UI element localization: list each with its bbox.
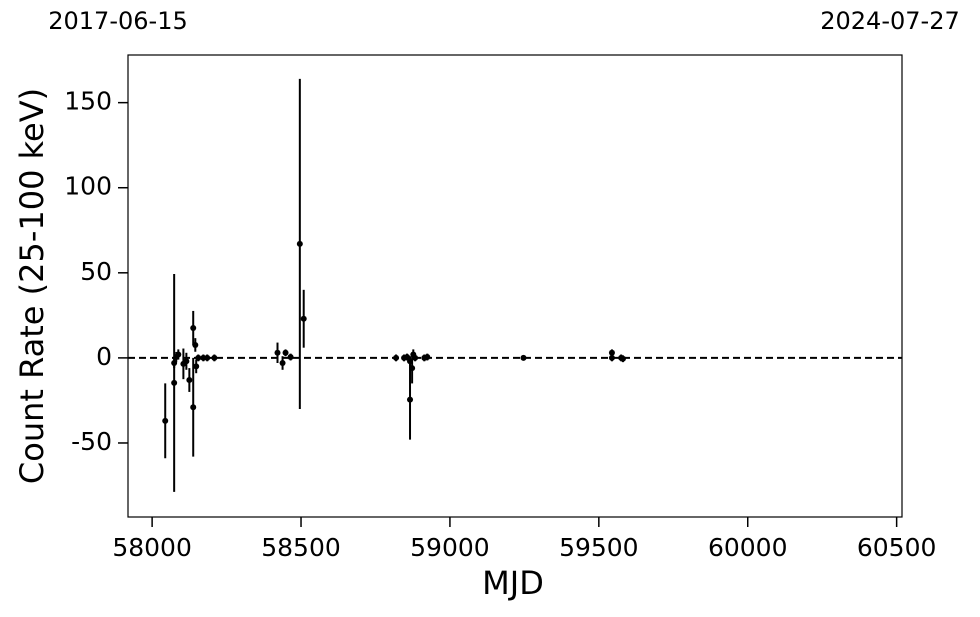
data-point <box>192 341 199 348</box>
data-point <box>274 349 281 356</box>
data-point <box>520 354 527 361</box>
data-point <box>190 404 197 411</box>
data-point <box>608 349 615 356</box>
data-point <box>183 358 190 365</box>
x-tick-label: 59500 <box>559 533 639 562</box>
y-tick-label: 100 <box>64 172 112 201</box>
data-point <box>282 349 289 356</box>
data-point <box>296 240 303 247</box>
x-tick-label: 60500 <box>857 533 937 562</box>
data-point <box>190 324 197 331</box>
x-axis-label: MJD <box>482 564 544 602</box>
data-point <box>407 396 414 403</box>
data-point <box>412 354 419 361</box>
data-point <box>287 354 294 361</box>
data-point <box>193 363 200 370</box>
x-tick-label: 60000 <box>708 533 788 562</box>
y-tick-label: -50 <box>71 427 112 456</box>
x-tick-label: 58000 <box>112 533 192 562</box>
data-point <box>279 360 286 366</box>
data-point <box>300 315 307 322</box>
x-tick-label: 59000 <box>410 533 490 562</box>
data-point <box>195 354 202 361</box>
y-tick-label: 150 <box>64 87 112 116</box>
data-point <box>424 354 431 361</box>
top-date-label: 2024-07-27 <box>820 7 959 35</box>
data-point <box>619 355 626 362</box>
data-point <box>608 354 615 361</box>
data-point <box>175 351 182 358</box>
x-tick-label: 58500 <box>261 533 341 562</box>
y-tick-label: 50 <box>80 257 112 286</box>
data-point <box>211 354 218 361</box>
data-point <box>171 379 178 386</box>
y-tick-label: 0 <box>96 342 112 371</box>
data-point <box>393 354 400 361</box>
data-point <box>404 354 411 361</box>
data-point <box>162 417 169 424</box>
data-point <box>204 354 211 361</box>
plot-frame <box>127 54 903 518</box>
top-date-label: 2017-06-15 <box>48 7 187 35</box>
y-axis-label: Count Rate (25-100 keV) <box>13 88 51 484</box>
data-point <box>186 377 193 384</box>
data-point <box>409 365 416 372</box>
